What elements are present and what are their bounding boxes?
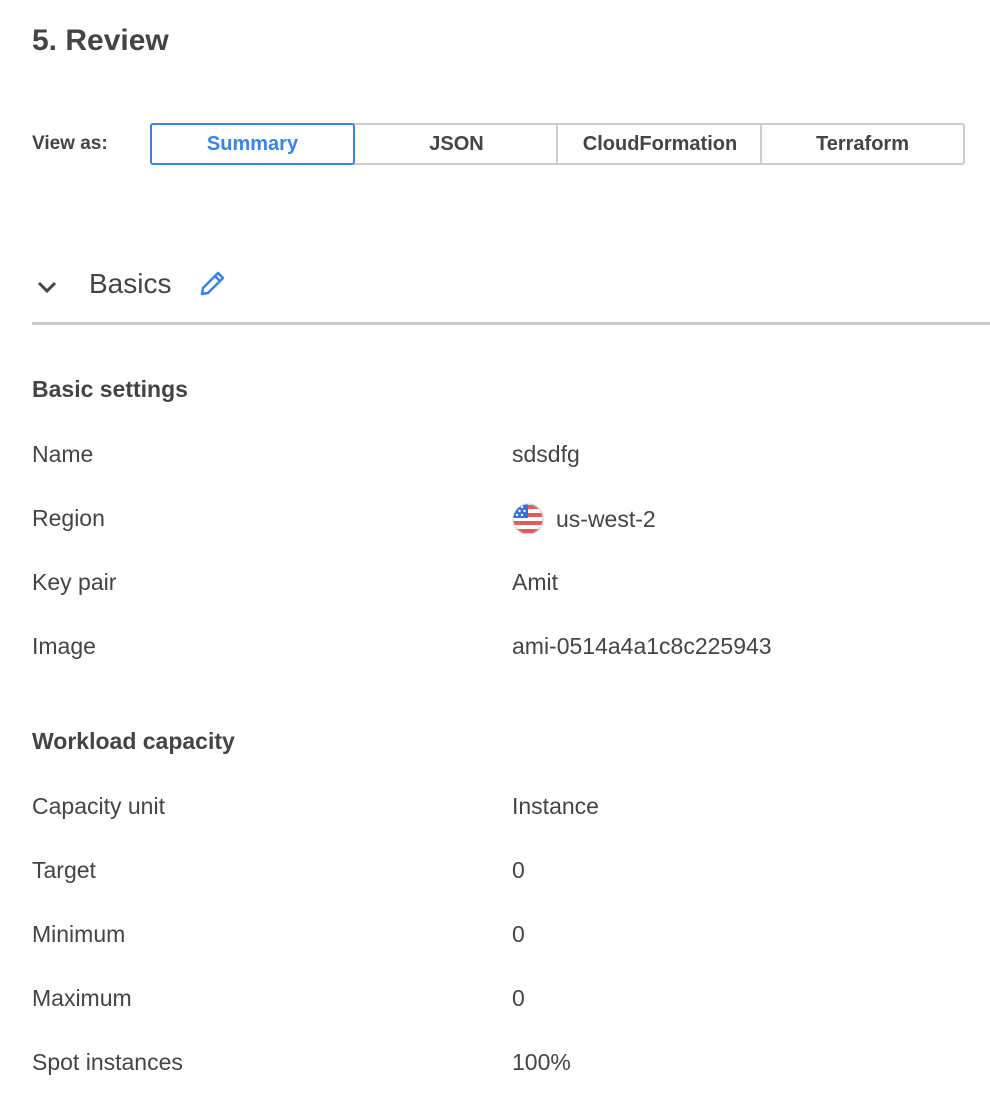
label-minimum: Minimum <box>32 921 126 947</box>
view-as-terraform-button[interactable]: Terraform <box>760 123 965 165</box>
value-key-pair: Amit <box>512 569 558 595</box>
group-title-basic-settings: Basic settings <box>32 376 188 402</box>
page-title: 5. Review <box>32 24 169 57</box>
group-title-workload-capacity: Workload capacity <box>32 728 235 754</box>
section-title-basics[interactable]: Basics <box>89 268 172 299</box>
us-flag-icon <box>512 503 544 535</box>
label-region: Region <box>32 505 105 531</box>
view-as-cloudformation-button[interactable]: CloudFormation <box>556 123 764 165</box>
label-key-pair: Key pair <box>32 569 117 595</box>
label-maximum: Maximum <box>32 985 132 1011</box>
view-as-json-button[interactable]: JSON <box>353 123 560 165</box>
value-image: ami-0514a4a1c8c225943 <box>512 633 772 659</box>
value-spot-instances: 100% <box>512 1049 571 1075</box>
section-divider <box>32 322 990 325</box>
value-capacity-unit: Instance <box>512 793 599 819</box>
value-maximum: 0 <box>512 985 525 1011</box>
label-capacity-unit: Capacity unit <box>32 793 165 819</box>
value-name: sdsdfg <box>512 441 580 467</box>
region-text: us-west-2 <box>556 505 656 532</box>
label-target: Target <box>32 857 96 883</box>
label-name: Name <box>32 441 94 467</box>
edit-pencil-icon[interactable] <box>196 268 228 300</box>
value-target: 0 <box>512 857 525 883</box>
value-region: us-west-2 <box>512 503 656 535</box>
chevron-down-icon[interactable] <box>36 276 58 298</box>
value-minimum: 0 <box>512 921 525 947</box>
view-as-summary-button[interactable]: Summary <box>150 123 355 165</box>
view-as-label: View as: <box>32 133 108 154</box>
label-image: Image <box>32 633 96 659</box>
label-spot-instances: Spot instances <box>32 1049 183 1075</box>
